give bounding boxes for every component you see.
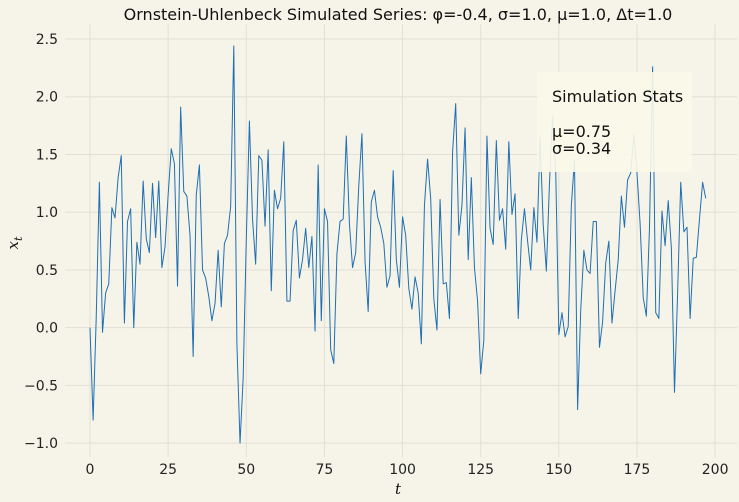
x-axis-label: t bbox=[395, 480, 402, 498]
x-tick-label: 200 bbox=[702, 462, 729, 478]
y-tick-label: 1.5 bbox=[36, 147, 58, 163]
legend-box bbox=[537, 72, 692, 172]
y-tick-label: 1.0 bbox=[36, 205, 58, 221]
series-line bbox=[89, 45, 707, 444]
chart-title: Ornstein-Uhlenbeck Simulated Series: φ=-… bbox=[124, 5, 673, 24]
x-tick-labels: 0 25 50 75 100 125 150 175 200 bbox=[86, 462, 729, 478]
legend-title: Simulation Stats bbox=[552, 87, 683, 106]
x-tick-label: 25 bbox=[159, 462, 177, 478]
x-tick-label: 100 bbox=[389, 462, 416, 478]
y-tick-label: 0.0 bbox=[36, 321, 58, 337]
x-tick-label: 125 bbox=[467, 462, 494, 478]
y-tick-label: 2.5 bbox=[36, 32, 58, 48]
x-tick-label: 150 bbox=[545, 462, 572, 478]
y-tick-labels: −1.0 −0.5 0.0 0.5 1.0 1.5 2.0 2.5 bbox=[24, 32, 58, 452]
legend-mu: μ=0.75 bbox=[552, 122, 611, 141]
y-tick-label: −1.0 bbox=[24, 436, 58, 452]
x-tick-label: 75 bbox=[316, 462, 334, 478]
y-tick-label: 2.0 bbox=[36, 90, 58, 106]
x-tick-label: 0 bbox=[86, 462, 95, 478]
y-tick-label: 0.5 bbox=[36, 263, 58, 279]
x-tick-label: 175 bbox=[624, 462, 651, 478]
legend-sigma: σ=0.34 bbox=[552, 139, 611, 158]
y-tick-label: −0.5 bbox=[24, 378, 58, 394]
series-line-group bbox=[89, 45, 707, 444]
x-tick-label: 50 bbox=[237, 462, 255, 478]
stats-legend: Simulation Stats μ=0.75 σ=0.34 bbox=[537, 72, 692, 172]
